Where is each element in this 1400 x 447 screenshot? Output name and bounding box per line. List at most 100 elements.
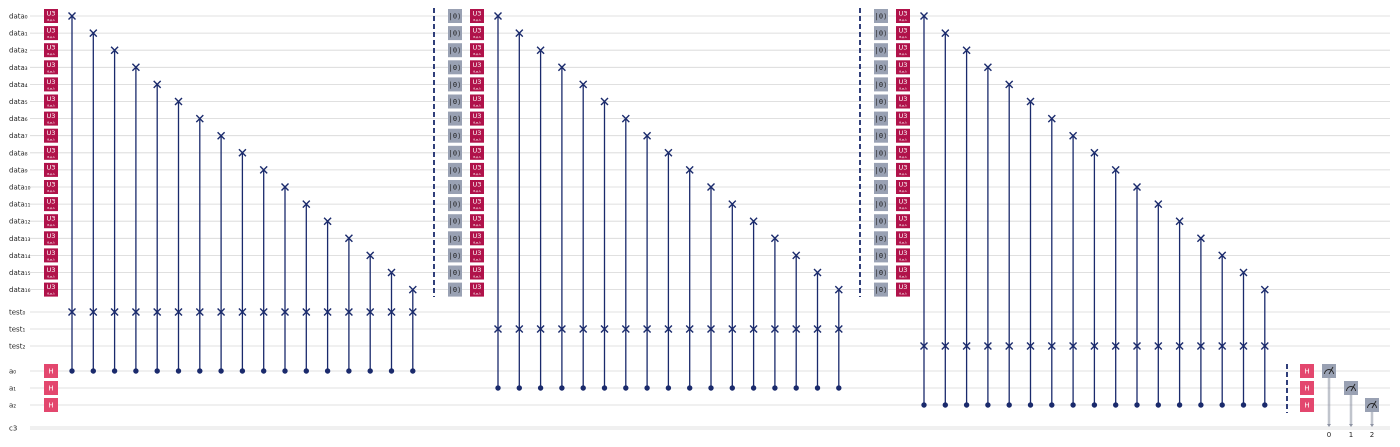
u3-gate-label: U3 [899, 283, 908, 291]
measure-arrow [1349, 424, 1353, 427]
reset-gate-label: |0⟩ [449, 81, 462, 89]
swap-x-icon [195, 114, 204, 123]
control-dot-icon [772, 385, 778, 391]
swap-x-icon [1154, 342, 1163, 350]
swap-x-icon [749, 217, 758, 226]
swap-x-icon [238, 148, 247, 157]
swap-x-icon [344, 308, 353, 316]
u3-gate [470, 162, 484, 177]
u3-gate-param: θ,φ,λ [47, 257, 55, 261]
u3-gate [44, 231, 58, 246]
reset-gate [874, 145, 888, 160]
u3-gate-label: U3 [47, 198, 56, 206]
control-dot-icon [537, 385, 544, 391]
u3-gate-label: U3 [473, 10, 482, 18]
u3-gate [896, 43, 910, 58]
reset-gate [448, 128, 462, 143]
swap-x-icon [195, 308, 204, 316]
h-gate-label: H [1304, 402, 1309, 410]
u3-gate-label: U3 [47, 163, 56, 171]
h-gate-label: H [1304, 368, 1309, 376]
h-gate [44, 364, 58, 378]
swap-x-icon [1111, 342, 1120, 350]
control-dot-icon [1113, 402, 1119, 408]
reset-gate [448, 60, 462, 75]
u3-gate [470, 231, 484, 246]
swap-x-icon [941, 342, 950, 350]
control-dot-icon [601, 385, 608, 391]
control-dot-icon [1262, 402, 1268, 408]
u3-gate-label: U3 [899, 95, 908, 103]
reset-gate-label: |0⟩ [449, 13, 462, 21]
swap-x-icon [387, 268, 396, 277]
u3-gate-param: θ,φ,λ [473, 172, 481, 176]
u3-gate-label: U3 [47, 78, 56, 86]
reset-gate [448, 111, 462, 126]
u3-gate-param: θ,φ,λ [899, 104, 907, 108]
reset-gate-label: |0⟩ [449, 235, 462, 243]
u3-gate-param: θ,φ,λ [899, 52, 907, 56]
swap-x-icon [770, 325, 779, 333]
wire-label-data: data₁ [9, 30, 28, 38]
control-dot-icon [623, 385, 629, 391]
swap-x-icon [643, 131, 652, 140]
control-dot-icon [1006, 402, 1012, 408]
u3-gate [470, 197, 484, 212]
reset-gate-label: |0⟩ [875, 115, 888, 123]
u3-gate [896, 145, 910, 160]
swap-x-icon [1196, 342, 1205, 350]
u3-gate-param: θ,φ,λ [473, 257, 481, 261]
swap-x-icon [600, 97, 609, 106]
swap-x-icon [1260, 342, 1269, 350]
reset-gate [874, 231, 888, 246]
swap-x-icon [557, 63, 566, 72]
u3-gate-param: θ,φ,λ [47, 121, 55, 125]
reset-gate [874, 265, 888, 280]
swap-x-icon [920, 342, 928, 350]
reset-gate [874, 43, 888, 58]
reset-gate-label: |0⟩ [875, 269, 888, 277]
u3-gate-param: θ,φ,λ [899, 86, 907, 90]
swap-x-icon [1005, 342, 1014, 350]
u3-gate [896, 128, 910, 143]
u3-gate [896, 9, 910, 23]
swap-x-icon [366, 308, 375, 316]
swap-x-icon [1090, 148, 1099, 157]
reset-gate [448, 77, 462, 92]
h-gate [44, 381, 58, 395]
control-dot-icon [495, 385, 501, 391]
swap-x-icon [1069, 131, 1078, 140]
swap-x-icon [110, 308, 119, 316]
u3-gate-param: θ,φ,λ [899, 275, 907, 279]
reset-gate-label: |0⟩ [875, 201, 888, 209]
control-dot-icon [963, 402, 970, 408]
swap-x-icon [494, 325, 502, 333]
u3-gate-param: θ,φ,λ [473, 18, 481, 22]
reset-gate [874, 282, 888, 297]
control-dot-icon [261, 368, 267, 374]
control-dot-icon [154, 368, 160, 374]
wire-label-classical: c3 [9, 425, 17, 433]
u3-gate-param: θ,φ,λ [899, 292, 907, 296]
u3-gate [470, 9, 484, 23]
measure-arrow [1327, 424, 1331, 427]
reset-gate [448, 145, 462, 160]
control-dot-icon [580, 385, 586, 391]
reset-gate [874, 94, 888, 109]
wire-label-data: data₂ [9, 47, 28, 55]
control-dot-icon [644, 385, 650, 391]
reset-gate-label: |0⟩ [875, 30, 888, 38]
control-dot-icon [1070, 402, 1076, 408]
swap-x-icon [834, 325, 843, 333]
control-dot-icon [111, 368, 118, 374]
wire-label-data: data₁₄ [9, 252, 31, 260]
swap-x-icon [68, 308, 76, 316]
h-gate [1300, 398, 1314, 412]
reset-gate-label: |0⟩ [875, 166, 888, 174]
u3-gate-label: U3 [47, 112, 56, 120]
u3-gate-param: θ,φ,λ [47, 104, 55, 108]
reset-gate-label: |0⟩ [449, 286, 462, 294]
wire-label-data: data₁₆ [9, 286, 31, 294]
u3-gate-param: θ,φ,λ [899, 138, 907, 142]
u3-gate [470, 111, 484, 126]
